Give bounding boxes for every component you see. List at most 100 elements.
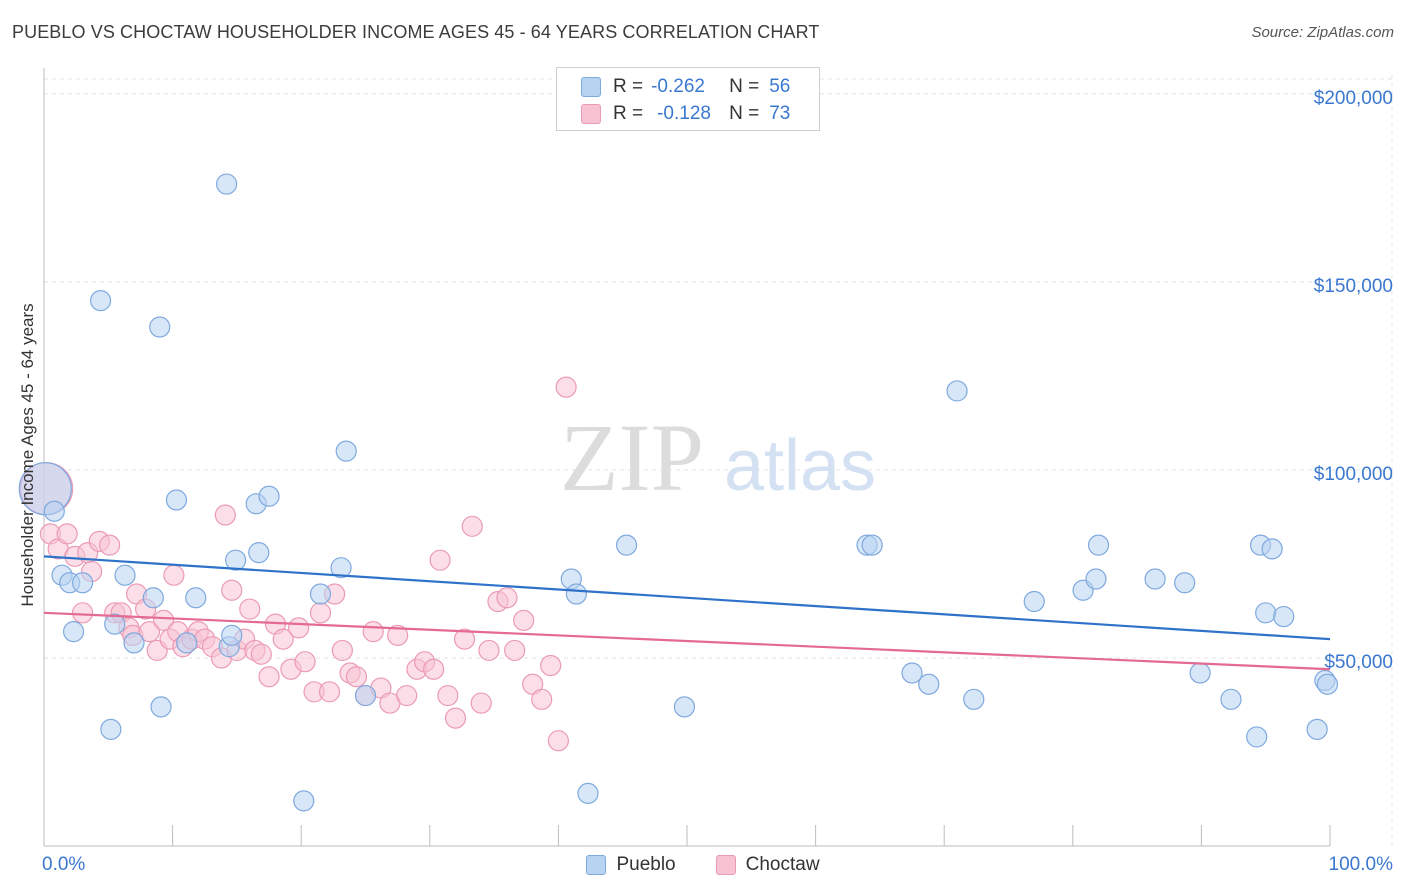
pueblo-point (150, 696, 172, 718)
choctaw-point (504, 639, 526, 662)
choctaw-point (250, 643, 272, 665)
choctaw-points (19, 376, 577, 752)
n-value: 56 (769, 76, 791, 97)
pueblo-point (176, 632, 198, 654)
pueblo-legend-swatch (586, 855, 607, 875)
pueblo-point (861, 534, 883, 556)
choctaw-point (453, 628, 476, 650)
choctaw-point (345, 666, 368, 688)
pueblo-point (89, 290, 112, 312)
choctaw-point (163, 564, 185, 586)
choctaw-point (152, 609, 175, 631)
pueblo-point (1255, 602, 1277, 624)
pueblo-point (1273, 605, 1295, 628)
pueblo-point (258, 485, 280, 507)
pueblo-point (963, 688, 985, 710)
choctaw-point (496, 587, 518, 609)
choctaw-point (98, 534, 121, 556)
pueblo-point (577, 782, 599, 804)
choctaw-point (470, 692, 492, 714)
choctaw-trend-line (43, 611, 1331, 671)
choctaw-point (478, 639, 500, 662)
chart-title: PUEBLO VS CHOCTAW HOUSEHOLDER INCOME AGE… (12, 22, 820, 42)
pueblo-point (123, 632, 145, 654)
y-tick-label: $100,000 (1314, 464, 1393, 485)
pueblo-point (62, 621, 85, 643)
pueblo-point (43, 500, 65, 522)
y-tick-label: $50,000 (1324, 652, 1393, 673)
choctaw-point (547, 730, 570, 752)
choctaw-point (71, 602, 94, 624)
pueblo-point (901, 662, 923, 684)
pueblo-point (918, 673, 940, 695)
choctaw-swatch (581, 104, 601, 124)
pueblo-point (565, 583, 588, 605)
pueblo-points (18, 173, 1339, 812)
choctaw-point (239, 598, 261, 620)
choctaw-point (258, 666, 280, 688)
pueblo-point (673, 696, 696, 718)
choctaw-point (331, 639, 353, 662)
choctaw-point (423, 658, 445, 680)
x-tick-label-min: 0.0% (42, 854, 85, 875)
choctaw-point (429, 549, 451, 571)
legend-item-choctaw[interactable]: Choctaw (715, 854, 820, 876)
choctaw-point (555, 376, 577, 398)
choctaw-point (309, 602, 332, 624)
stats-row-choctaw: R = -0.128 N = 73 (581, 101, 790, 127)
pueblo-point (114, 564, 136, 586)
y-axis-label: Householder Income Ages 45 - 64 years (18, 303, 37, 606)
choctaw-point (362, 621, 384, 643)
r-label: R = (613, 103, 644, 124)
pueblo-point (104, 613, 126, 635)
y-tick-labels: $50,000 $100,000 $150,000 $200,000 (1314, 88, 1393, 673)
pueblo-point (293, 790, 315, 812)
pueblo-point (216, 173, 238, 195)
r-label: R = (613, 76, 644, 97)
choctaw-point (437, 684, 459, 707)
n-label: N = (729, 76, 760, 97)
pueblo-point (165, 489, 188, 511)
pueblo-point (1246, 726, 1268, 748)
pueblo-trend-line (43, 555, 1331, 641)
pueblo-point (330, 557, 352, 579)
choctaw-point (444, 707, 467, 729)
pueblo-point (100, 718, 122, 741)
stats-legend: R = -0.262 N = 56 R = -0.128 N = 73 (556, 67, 820, 131)
pueblo-point (225, 549, 247, 571)
stats-row-pueblo: R = -0.262 N = 56 (581, 74, 790, 100)
axes (43, 68, 1331, 847)
legend-label-pueblo: Pueblo (616, 854, 676, 875)
n-value: 73 (769, 103, 791, 124)
choctaw-point (513, 609, 535, 631)
choctaw-point (272, 628, 294, 650)
y-tick-label: $150,000 (1314, 276, 1393, 297)
choctaw-point (214, 504, 236, 526)
pueblo-point (71, 572, 94, 594)
grid-lines (44, 75, 1393, 846)
pueblo-point (1085, 568, 1107, 590)
pueblo-point (142, 587, 164, 609)
pueblo-point (1174, 572, 1196, 594)
source-credit: Source: ZipAtlas.com (1251, 24, 1394, 41)
x-tick-label-max: 100.0% (1329, 854, 1394, 875)
choctaw-point (318, 681, 341, 703)
legend-item-pueblo[interactable]: Pueblo (586, 854, 676, 876)
watermark-zip: ZIP (560, 404, 704, 511)
pueblo-point (185, 587, 207, 609)
pueblo-point (354, 684, 377, 707)
pueblo-point (615, 534, 638, 556)
pueblo-point (1023, 590, 1045, 613)
pueblo-point (309, 583, 332, 605)
pueblo-point (221, 624, 243, 646)
pueblo-point (1220, 688, 1242, 710)
choctaw-point (288, 617, 310, 639)
choctaw-point (396, 684, 418, 707)
choctaw-point (221, 579, 243, 601)
choctaw-point (461, 515, 483, 537)
pueblo-point (1261, 538, 1283, 560)
pueblo-point (1316, 673, 1339, 695)
legend-label-choctaw: Choctaw (745, 854, 820, 875)
series-legend: Pueblo Choctaw (0, 850, 1406, 880)
